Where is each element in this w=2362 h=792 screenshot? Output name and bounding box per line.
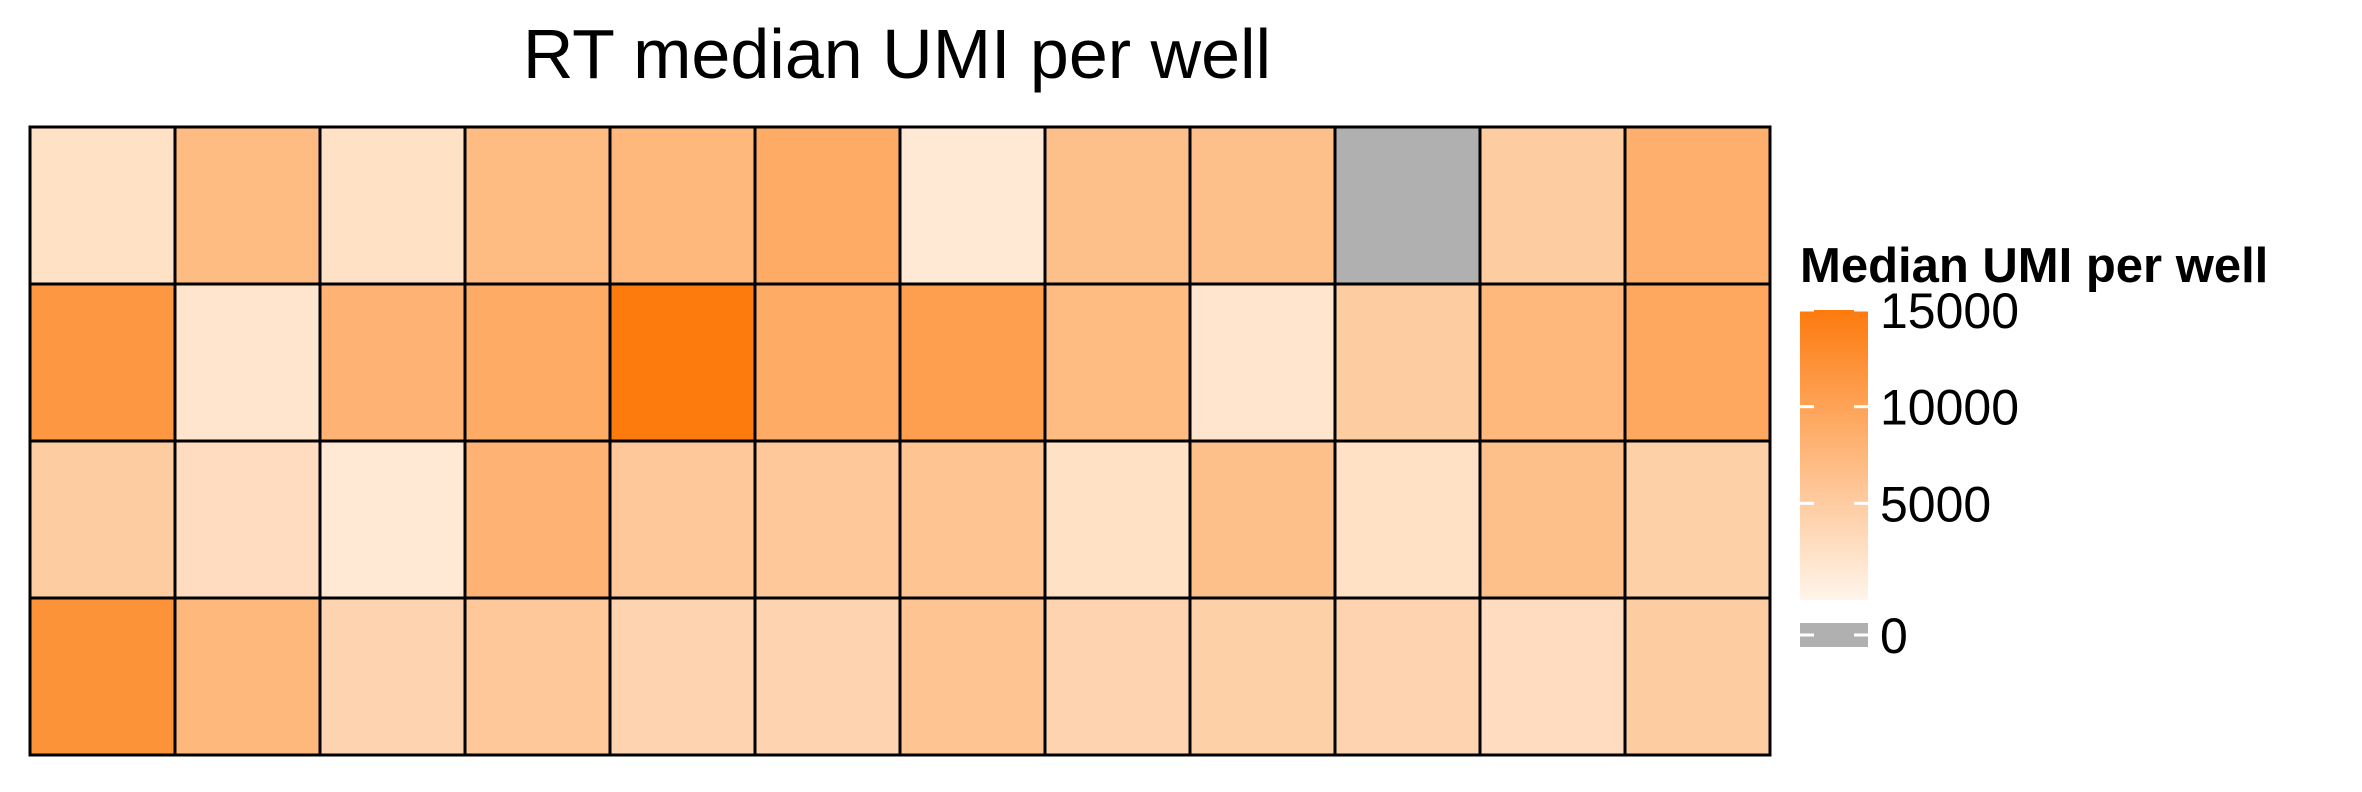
legend-tick-label-5000: 5000 [1880,476,1991,532]
heatmap-cell-r3-c7 [898,439,1047,600]
heatmap-cell-r2-c5 [608,282,757,443]
heatmap-cell-r2-c10 [1333,282,1482,443]
legend-tick-label-15000: 15000 [1880,283,2019,339]
heatmap-cell-r1-c9 [1188,125,1337,286]
heatmap-cell-r2-c2 [173,282,322,443]
heatmap-cell-r4-c10 [1333,596,1482,757]
heatmap-cell-r3-c10 [1333,439,1482,600]
heatmap-cell-r4-c5 [608,596,757,757]
heatmap-cell-r1-c11 [1478,125,1627,286]
heatmap-cells [28,125,1772,757]
legend-tick-label-10000: 10000 [1880,380,2019,436]
legend-ticks: 0 5000 10000 15000 [1800,283,2019,664]
heatmap-cell-r4-c11 [1478,596,1627,757]
heatmap-cell-r2-c12 [1623,282,1772,443]
heatmap-cell-r2-c3 [318,282,467,443]
heatmap-cell-r3-c2 [173,439,322,600]
heatmap-cell-r4-c3 [318,596,467,757]
heatmap-cell-r1-c5 [608,125,757,286]
legend-tick-label-0: 0 [1880,608,1908,664]
heatmap-cell-r3-c5 [608,439,757,600]
legend-title: Median UMI per well [1800,239,2268,293]
heatmap-cell-r2-c1 [28,282,177,443]
heatmap-cell-r3-c6 [753,439,902,600]
heatmap-cell-r3-c1 [28,439,177,600]
legend-color-bar [1800,310,1868,600]
heatmap-cell-r1-c12 [1623,125,1772,286]
heatmap-cell-r4-c6 [753,596,902,757]
heatmap-cell-r1-c6 [753,125,902,286]
heatmap-cell-r4-c4 [463,596,612,757]
heatmap-cell-r4-c7 [898,596,1047,757]
heatmap-cell-r3-c11 [1478,439,1627,600]
heatmap-cell-r1-c10 [1333,125,1482,286]
heatmap-cell-r2-c4 [463,282,612,443]
heatmap-cell-r1-c4 [463,125,612,286]
heatmap-cell-r4-c1 [28,596,177,757]
heatmap-cell-r1-c3 [318,125,467,286]
heatmap-cell-r1-c1 [28,125,177,286]
heatmap-cell-r1-c7 [898,125,1047,286]
heatmap-cell-r4-c8 [1043,596,1192,757]
heatmap-cell-r2-c11 [1478,282,1627,443]
color-legend: Median UMI per well 0 5000 10000 15000 [1800,239,2268,664]
heatmap-cell-r4-c9 [1188,596,1337,757]
heatmap-cell-r4-c2 [173,596,322,757]
heatmap-cell-r1-c2 [173,125,322,286]
heatmap-cell-r2-c8 [1043,282,1192,443]
heatmap-cell-r2-c7 [898,282,1047,443]
heatmap-cell-r1-c8 [1043,125,1192,286]
heatmap-cell-r3-c4 [463,439,612,600]
heatmap-cell-r2-c9 [1188,282,1337,443]
heatmap-cell-r3-c9 [1188,439,1337,600]
heatmap-cell-r2-c6 [753,282,902,443]
heatmap-cell-r3-c3 [318,439,467,600]
chart-title: RT median UMI per well [523,15,1271,93]
heatmap-cell-r3-c12 [1623,439,1772,600]
heatmap-cell-r4-c12 [1623,596,1772,757]
heatmap-cell-r3-c8 [1043,439,1192,600]
